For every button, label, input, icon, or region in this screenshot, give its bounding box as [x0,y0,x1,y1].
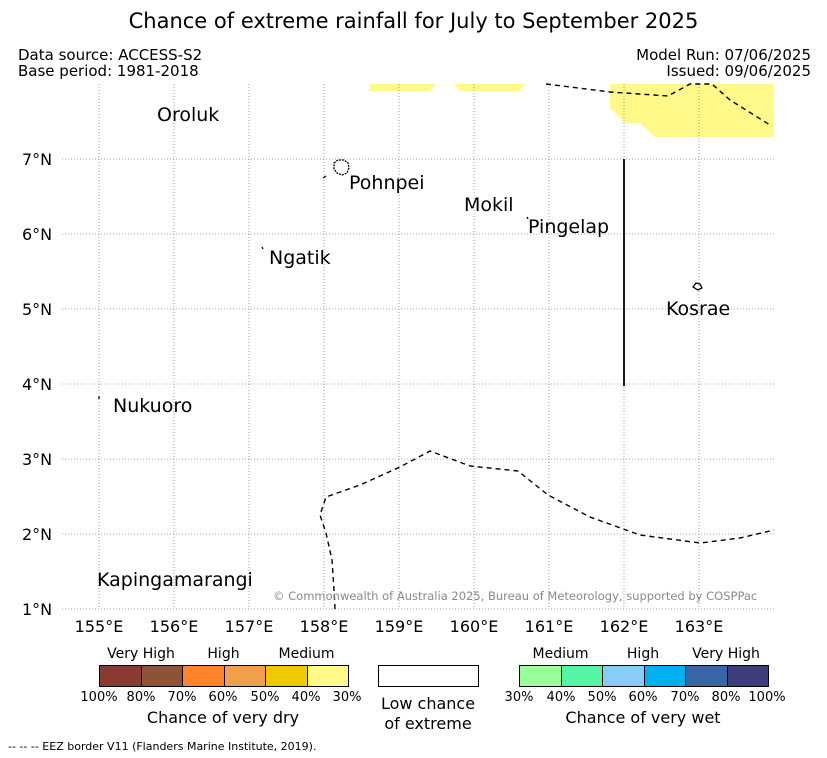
lon-tick-162e: 162°E [599,617,649,636]
dry-label-medium: Medium [278,646,335,662]
grid-lines [62,84,774,610]
model-run: Model Run: 07/06/2025 [636,46,811,64]
wet-tick-50: 50% [587,690,617,705]
low-chance-swatch [378,665,479,687]
place-label-nukuoro: Nukuoro [113,395,193,417]
ant-atoll-outline [322,175,327,179]
lat-tick-6n: 6°N [22,225,53,244]
wet-swatch-80-100 [727,666,768,686]
dry-tick-70: 70% [167,690,197,705]
place-label-pohnpei: Pohnpei [349,172,425,194]
dry-swatch-70-60 [183,666,225,686]
ngatik-atoll-mark [261,246,264,250]
lon-tick-156e: 156°E [149,617,199,636]
dry-swatch-60-50 [224,666,266,686]
wet-swatch-60-70 [644,666,686,686]
eez-footnote: -- -- -- EEZ border V11 (Flanders Marine… [8,740,317,753]
map-title: Chance of extreme rainfall for July to S… [128,9,699,33]
lat-tick-7n: 7°N [22,150,53,169]
low-chance-label-line1: Low chance [380,694,476,713]
wet-swatch-50-60 [603,666,645,686]
place-label-kapingamarangi: Kapingamarangi [97,569,253,591]
wet-tick-40: 40% [546,690,576,705]
map-canvas [62,83,775,610]
wet-colorbar [519,665,769,687]
lat-tick-2n: 2°N [22,525,53,544]
wet-tick-30: 30% [504,690,534,705]
place-label-oroluk: Oroluk [157,104,220,126]
wet-label-high: High [626,646,660,662]
islands [98,159,703,399]
wet-tick-100: 100% [748,690,786,705]
issued-date: Issued: 09/06/2025 [666,62,811,80]
pohnpei-island-outline [333,159,350,176]
lon-tick-155e: 155°E [74,617,124,636]
lat-tick-1n: 1°N [22,600,53,619]
dry-colorbar [99,665,349,687]
dry-region-north-center-a [370,84,436,91]
dry-tick-40: 40% [291,690,321,705]
wet-swatch-40-50 [561,666,603,686]
eez-border-south [319,450,775,610]
dry-label-high: High [207,646,240,662]
dry-region-northeast [610,84,774,137]
dry-tick-30: 30% [332,690,362,705]
dry-tick-100: 100% [80,690,118,705]
copyright-notice: © Commonwealth of Australia 2025, Bureau… [273,589,758,603]
place-label-ngatik: Ngatik [269,247,331,269]
eez-borders [319,83,775,610]
lat-tick-3n: 3°N [22,450,53,469]
dry-swatch-100-80 [100,666,142,686]
wet-colorbar-title: Chance of very wet [565,708,721,727]
kosrae-island-outline [692,282,703,291]
lon-tick-163e: 163°E [674,617,724,636]
dry-swatch-40-30 [307,666,348,686]
wet-tick-60: 60% [628,690,658,705]
mokil-atoll-mark [526,216,529,220]
data-source: Data source: ACCESS-S2 [18,46,203,64]
wet-tick-80: 80% [711,690,741,705]
place-label-mokil: Mokil [464,194,514,216]
lon-tick-160e: 160°E [449,617,499,636]
lon-tick-157e: 157°E [224,617,274,636]
wet-tick-70: 70% [670,690,700,705]
lat-tick-5n: 5°N [22,300,53,319]
base-period: Base period: 1981-2018 [18,62,199,80]
dry-swatch-80-70 [141,666,183,686]
place-label-pingelap: Pingelap [528,216,610,238]
dry-tick-80: 80% [126,690,156,705]
lon-tick-161e: 161°E [524,617,574,636]
dry-label-very-high: Very High [107,646,175,662]
dry-swatch-50-40 [266,666,308,686]
wet-label-very-high: Very High [692,646,760,662]
place-label-kosrae: Kosrae [666,298,731,320]
wet-label-medium: Medium [532,646,589,662]
dry-tick-50: 50% [250,690,280,705]
lon-tick-159e: 159°E [374,617,424,636]
dry-region-north-center-b [454,84,525,91]
lon-tick-158e: 158°E [299,617,349,636]
wet-swatch-70-80 [686,666,728,686]
lat-tick-4n: 4°N [22,375,53,394]
eez-border-north [545,83,771,126]
dry-tick-60: 60% [208,690,238,705]
dry-colorbar-title: Chance of very dry [146,708,300,727]
low-chance-label-line2: of extreme [384,714,472,733]
wet-swatch-30-40 [520,666,562,686]
medium-dry-regions [370,84,774,137]
